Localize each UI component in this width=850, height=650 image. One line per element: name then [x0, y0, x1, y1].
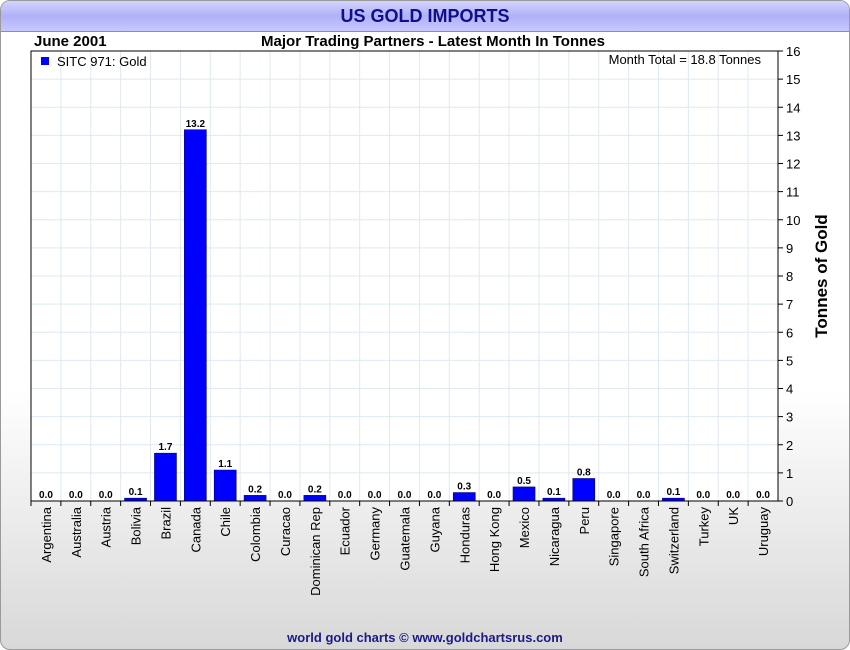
x-tick-label: Switzerland: [666, 507, 681, 574]
data-label: 0.1: [547, 487, 561, 498]
data-label: 0.2: [248, 484, 262, 495]
x-tick-label: Colombia: [248, 506, 263, 562]
y-tick-label: 16: [786, 44, 800, 59]
data-label: 0.0: [338, 490, 352, 501]
data-label: 0.0: [726, 490, 740, 501]
x-tick-label: Uruguay: [756, 507, 771, 557]
bar-brazil: [154, 452, 177, 502]
x-tick-label: Curacao: [278, 507, 293, 556]
x-tick-label: UK: [726, 507, 741, 525]
data-label: 0.2: [308, 484, 322, 495]
data-label: 0.0: [368, 490, 382, 501]
y-tick-label: 1: [786, 466, 793, 481]
x-tick-label: Guyana: [427, 506, 442, 552]
x-tick-label: South Africa: [637, 506, 652, 577]
y-tick-label: 2: [786, 438, 793, 453]
data-label: 0.0: [39, 490, 53, 501]
data-label: 0.0: [696, 490, 710, 501]
y-tick-label: 7: [786, 297, 793, 312]
y-tick-label: 6: [786, 325, 793, 340]
data-label: 0.0: [69, 490, 83, 501]
bar-colombia: [243, 495, 267, 502]
data-label: 13.2: [186, 119, 206, 130]
x-tick-label: Singapore: [607, 507, 622, 566]
y-tick-label: 8: [786, 269, 793, 284]
footer-credit: world gold charts © www.goldchartsrus.co…: [287, 630, 563, 645]
data-label: 0.1: [129, 487, 143, 498]
x-tick-label: Germany: [368, 507, 383, 561]
bar-mexico: [512, 486, 536, 502]
x-tick-label: Turkey: [696, 507, 711, 547]
month-total-annotation: Month Total = 18.8 Tonnes: [609, 52, 762, 67]
data-label: 0.0: [607, 490, 621, 501]
x-tick-label: Austria: [99, 506, 114, 547]
bar-canada: [184, 129, 207, 502]
x-tick-label: Honduras: [457, 507, 472, 564]
x-tick-label: Argentina: [39, 506, 54, 562]
data-label: 0.0: [398, 490, 412, 501]
data-label: 0.0: [278, 490, 292, 501]
chart-title: US GOLD IMPORTS: [340, 6, 510, 26]
data-label: 0.0: [487, 490, 501, 501]
data-label: 0.0: [637, 490, 651, 501]
y-tick-label: 9: [786, 241, 793, 256]
data-label: 0.3: [457, 482, 471, 493]
data-label: 0.8: [577, 468, 591, 479]
x-tick-label: Canada: [188, 506, 203, 552]
data-label: 1.7: [159, 442, 173, 453]
y-tick-label: 14: [786, 100, 800, 115]
y-tick-label: 5: [786, 353, 793, 368]
bars: [34, 129, 775, 502]
x-axis: Argentina Australia Austria Bolivia Brazil Ca…: [30, 501, 771, 596]
x-tick-label: Chile: [218, 507, 233, 537]
y-tick-label: 3: [786, 410, 793, 425]
x-tick-label: Ecuador: [338, 506, 353, 555]
legend: SITC 971: Gold: [41, 54, 147, 69]
x-tick-label: Brazil: [158, 507, 173, 540]
data-label: 1.1: [218, 459, 232, 470]
header-subtitle: Major Trading Partners - Latest Month In…: [261, 33, 605, 50]
y-tick-label: 0: [786, 494, 793, 509]
y-tick-label: 13: [786, 128, 800, 143]
x-tick-label: Mexico: [517, 507, 532, 548]
bar-dominican-rep: [303, 495, 327, 502]
y-tick-label: 4: [786, 382, 793, 397]
x-tick-label: Peru: [577, 507, 592, 534]
y-tick-label: 15: [786, 72, 800, 87]
title-bar: US GOLD IMPORTS: [1, 1, 849, 32]
legend-swatch: [41, 57, 49, 65]
y-tick-label: 11: [786, 185, 800, 200]
x-tick-label: Guatemala: [398, 506, 413, 570]
x-tick-label: Hong Kong: [487, 507, 502, 572]
y-axis-title: Tonnes of Gold: [812, 214, 831, 337]
data-label: 0.0: [99, 490, 113, 501]
y-tick-label: 12: [786, 157, 800, 172]
x-tick-label: Dominican Rep: [308, 507, 323, 596]
legend-label: SITC 971: Gold: [57, 54, 147, 69]
grid-lines: [31, 51, 778, 501]
data-label: 0.5: [517, 476, 531, 487]
data-labels: 0.0 0.0 0.0 0.1 1.7 13.2 1.1 0.2 0.0 0.2 0.0 0.0 0.0…: [39, 119, 770, 501]
x-tick-label: Australia: [69, 506, 84, 557]
data-label: 0.1: [666, 487, 680, 498]
bar-peru: [572, 478, 596, 502]
x-tick-label: Bolivia: [129, 506, 144, 545]
y-tick-label: 10: [786, 213, 800, 228]
data-label: 0.0: [756, 490, 770, 501]
header-date: June 2001: [34, 33, 107, 50]
bar-honduras: [452, 492, 476, 502]
data-label: 0.0: [427, 490, 441, 501]
x-tick-label: Nicaragua: [547, 506, 562, 566]
bar-chile: [213, 469, 237, 502]
